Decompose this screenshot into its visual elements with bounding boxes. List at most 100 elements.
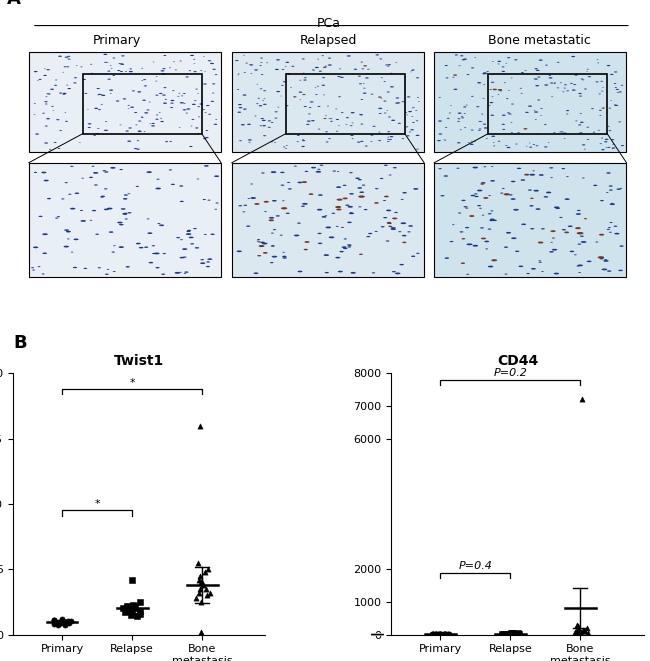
- Ellipse shape: [262, 120, 266, 121]
- Ellipse shape: [385, 241, 389, 242]
- Ellipse shape: [599, 110, 602, 111]
- Ellipse shape: [306, 124, 309, 125]
- Ellipse shape: [444, 139, 446, 140]
- Ellipse shape: [184, 272, 188, 273]
- Ellipse shape: [195, 247, 200, 249]
- Point: [122, 604, 133, 615]
- Ellipse shape: [544, 146, 547, 147]
- Ellipse shape: [301, 206, 305, 207]
- Point: [128, 602, 138, 612]
- Ellipse shape: [105, 274, 109, 275]
- Bar: [232, 52, 424, 152]
- Ellipse shape: [138, 131, 142, 132]
- Ellipse shape: [364, 209, 367, 210]
- Ellipse shape: [297, 135, 300, 136]
- Ellipse shape: [336, 208, 341, 210]
- Ellipse shape: [208, 60, 211, 61]
- Ellipse shape: [309, 193, 313, 195]
- Ellipse shape: [365, 77, 369, 79]
- Ellipse shape: [335, 206, 341, 208]
- Ellipse shape: [407, 97, 410, 98]
- Point: [577, 394, 587, 405]
- Ellipse shape: [462, 59, 465, 60]
- Ellipse shape: [413, 107, 415, 108]
- Point: [127, 600, 138, 610]
- Point: [513, 629, 523, 639]
- Ellipse shape: [59, 130, 62, 131]
- Ellipse shape: [104, 209, 109, 210]
- Ellipse shape: [359, 114, 363, 116]
- Ellipse shape: [390, 86, 394, 87]
- Ellipse shape: [141, 80, 144, 81]
- Ellipse shape: [192, 104, 196, 105]
- Ellipse shape: [42, 113, 45, 114]
- Ellipse shape: [162, 253, 166, 254]
- Ellipse shape: [617, 92, 619, 93]
- Ellipse shape: [159, 225, 164, 226]
- Ellipse shape: [186, 233, 191, 235]
- Ellipse shape: [506, 232, 511, 233]
- Ellipse shape: [322, 77, 325, 78]
- Ellipse shape: [544, 124, 547, 125]
- Point: [441, 629, 451, 640]
- Ellipse shape: [304, 106, 307, 107]
- Ellipse shape: [34, 172, 36, 173]
- Ellipse shape: [612, 148, 614, 149]
- Ellipse shape: [123, 198, 127, 200]
- Ellipse shape: [47, 93, 50, 95]
- Ellipse shape: [609, 190, 613, 191]
- Ellipse shape: [387, 91, 390, 93]
- Ellipse shape: [182, 249, 187, 250]
- Ellipse shape: [294, 166, 297, 167]
- Ellipse shape: [470, 244, 473, 245]
- Point: [430, 629, 440, 640]
- Ellipse shape: [124, 194, 128, 196]
- Ellipse shape: [127, 141, 131, 142]
- Ellipse shape: [317, 209, 322, 211]
- Ellipse shape: [438, 168, 442, 169]
- Text: *: *: [94, 499, 100, 509]
- Ellipse shape: [452, 224, 454, 225]
- Ellipse shape: [376, 54, 379, 56]
- Ellipse shape: [566, 176, 569, 177]
- Bar: [488, 73, 607, 134]
- Ellipse shape: [297, 223, 301, 224]
- Ellipse shape: [311, 167, 316, 169]
- Ellipse shape: [457, 142, 461, 143]
- Point: [130, 603, 140, 613]
- Ellipse shape: [349, 172, 353, 173]
- Bar: [83, 73, 202, 134]
- Ellipse shape: [532, 144, 535, 145]
- Point: [193, 557, 203, 568]
- Title: CD44: CD44: [497, 354, 538, 368]
- Ellipse shape: [214, 74, 218, 75]
- Point: [427, 629, 437, 640]
- Ellipse shape: [291, 65, 294, 67]
- Ellipse shape: [203, 138, 207, 139]
- Ellipse shape: [161, 70, 164, 71]
- Ellipse shape: [140, 116, 143, 118]
- Ellipse shape: [474, 196, 478, 197]
- Ellipse shape: [478, 130, 481, 131]
- Ellipse shape: [343, 184, 346, 186]
- Ellipse shape: [416, 77, 419, 79]
- Ellipse shape: [210, 63, 214, 64]
- Ellipse shape: [118, 246, 124, 248]
- Ellipse shape: [307, 120, 311, 122]
- Ellipse shape: [457, 121, 460, 122]
- Ellipse shape: [606, 229, 610, 230]
- Ellipse shape: [65, 121, 68, 122]
- Ellipse shape: [162, 68, 166, 69]
- Ellipse shape: [335, 256, 341, 258]
- Ellipse shape: [357, 141, 361, 143]
- Ellipse shape: [552, 249, 557, 251]
- Ellipse shape: [94, 108, 98, 109]
- Ellipse shape: [493, 219, 497, 221]
- Ellipse shape: [606, 192, 608, 193]
- Ellipse shape: [249, 64, 253, 65]
- Ellipse shape: [200, 70, 202, 71]
- Ellipse shape: [239, 140, 242, 141]
- Ellipse shape: [470, 143, 474, 145]
- Ellipse shape: [302, 140, 306, 141]
- Ellipse shape: [206, 261, 210, 262]
